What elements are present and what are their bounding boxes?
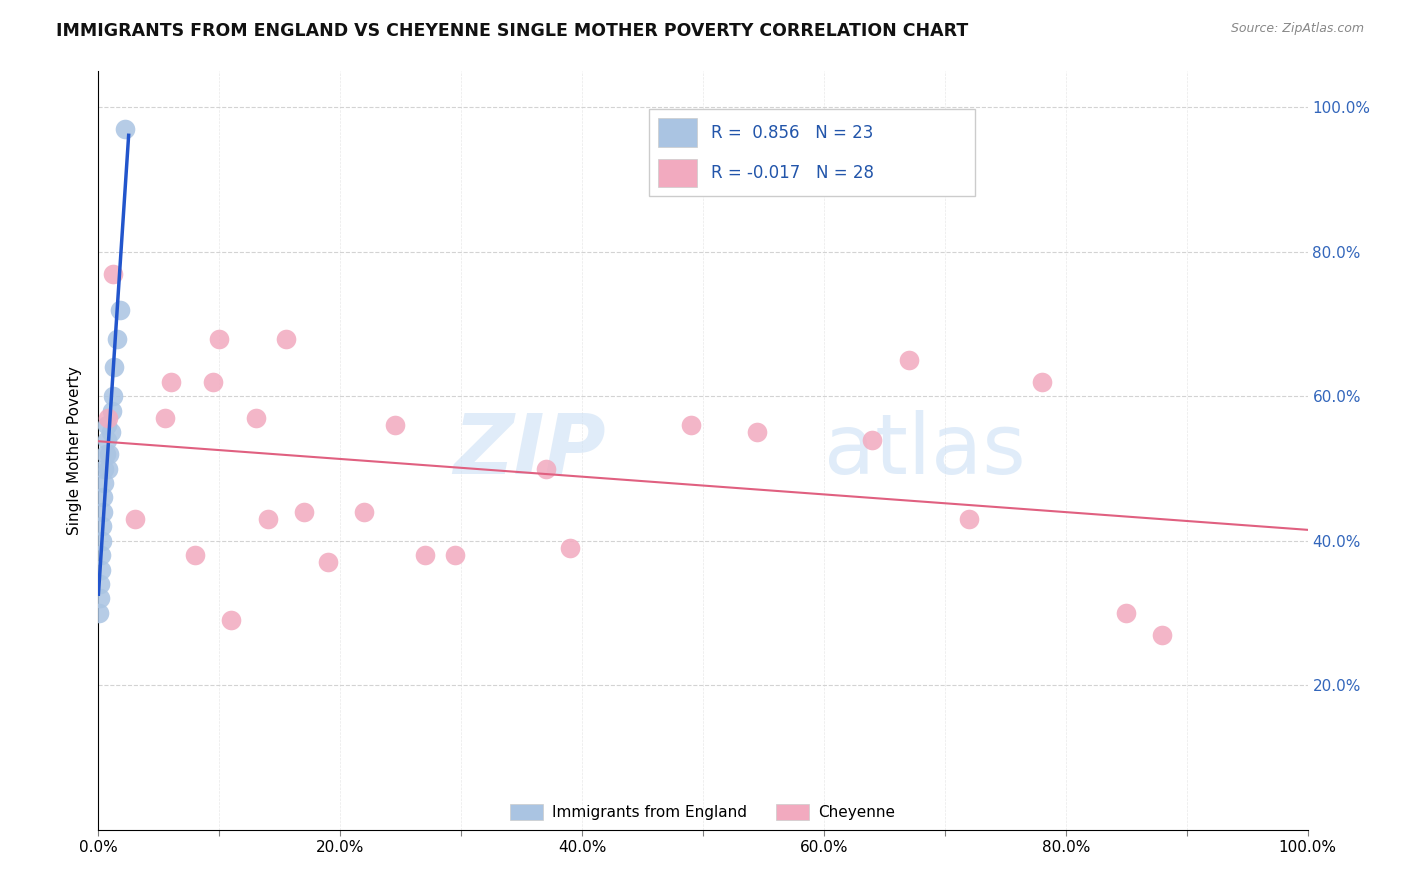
Point: [93, 461, 115, 475]
Text: ZIP: ZIP: [454, 410, 606, 491]
Point: [93, 475, 115, 490]
Point: [94, 447, 117, 461]
Point: [679, 418, 702, 433]
Point: [534, 461, 557, 475]
Point: [105, 332, 128, 346]
Point: [860, 433, 883, 447]
Point: [89, 577, 111, 591]
Point: [747, 425, 769, 440]
Point: [91, 533, 114, 548]
Point: [101, 267, 124, 281]
Text: R = -0.017   N = 28: R = -0.017 N = 28: [711, 164, 875, 182]
Point: [114, 122, 136, 136]
Point: [208, 332, 231, 346]
Point: [101, 389, 124, 403]
Point: [90, 563, 112, 577]
FancyBboxPatch shape: [509, 804, 543, 821]
Point: [90, 548, 112, 562]
Point: [202, 375, 225, 389]
Point: [124, 512, 146, 526]
Point: [353, 505, 375, 519]
Point: [98, 447, 121, 461]
Point: [100, 403, 122, 417]
Text: Source: ZipAtlas.com: Source: ZipAtlas.com: [1230, 22, 1364, 36]
Point: [184, 548, 207, 562]
FancyBboxPatch shape: [776, 804, 810, 821]
Point: [1115, 606, 1137, 620]
Point: [153, 411, 176, 425]
Point: [413, 548, 436, 562]
Point: [97, 461, 120, 475]
Point: [96, 418, 118, 433]
Point: [1152, 627, 1174, 641]
Point: [444, 548, 467, 562]
Point: [108, 302, 131, 317]
FancyBboxPatch shape: [658, 119, 697, 147]
Point: [274, 332, 297, 346]
Point: [292, 505, 315, 519]
Point: [91, 491, 114, 505]
Point: [96, 433, 118, 447]
Point: [558, 541, 581, 555]
Point: [316, 555, 339, 569]
Y-axis label: Single Mother Poverty: Single Mother Poverty: [67, 366, 83, 535]
Point: [91, 505, 114, 519]
FancyBboxPatch shape: [648, 110, 976, 196]
Point: [100, 425, 122, 440]
Point: [1031, 375, 1053, 389]
Point: [97, 411, 120, 425]
Text: Cheyenne: Cheyenne: [818, 805, 894, 820]
Point: [103, 360, 125, 375]
Point: [87, 606, 110, 620]
Text: Immigrants from England: Immigrants from England: [551, 805, 747, 820]
Text: R =  0.856   N = 23: R = 0.856 N = 23: [711, 124, 875, 142]
Point: [221, 613, 243, 627]
Point: [256, 512, 278, 526]
Point: [245, 411, 267, 425]
Point: [384, 418, 406, 433]
Point: [91, 519, 114, 533]
Point: [89, 591, 111, 606]
Point: [160, 375, 183, 389]
Text: atlas: atlas: [824, 410, 1025, 491]
Text: IMMIGRANTS FROM ENGLAND VS CHEYENNE SINGLE MOTHER POVERTY CORRELATION CHART: IMMIGRANTS FROM ENGLAND VS CHEYENNE SING…: [56, 22, 969, 40]
Point: [897, 353, 920, 368]
Point: [957, 512, 980, 526]
FancyBboxPatch shape: [658, 159, 697, 187]
